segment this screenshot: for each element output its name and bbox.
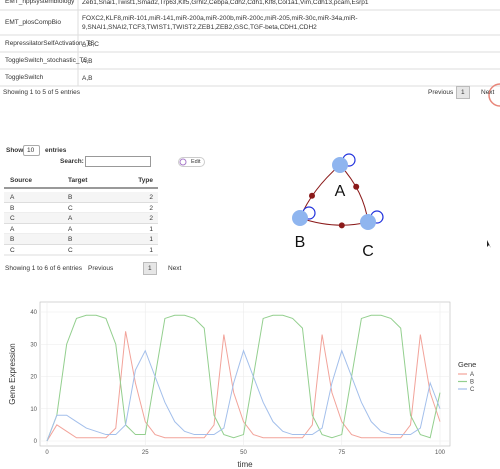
x-tick-label: 0 <box>45 450 49 456</box>
pager-next[interactable]: Next <box>168 265 182 272</box>
node-label: B <box>295 234 306 251</box>
table-cell: EMT_plosCompBio <box>5 18 61 26</box>
cursor-highlight <box>488 83 500 107</box>
legend-label: A <box>470 372 474 378</box>
node-label: A <box>335 183 346 200</box>
row-stripe <box>4 192 158 203</box>
pager-prev[interactable]: Previous <box>88 265 114 272</box>
pager-next[interactable]: Next <box>481 89 495 96</box>
network-node <box>360 214 376 230</box>
network-node <box>332 157 348 173</box>
y-tick-label: 10 <box>30 407 37 413</box>
table-cell: A,B,C <box>82 40 99 48</box>
edit-button[interactable]: Edit <box>178 157 206 167</box>
table-cell: C <box>68 204 73 212</box>
legend-label: B <box>470 380 474 386</box>
table-cell: 1 <box>149 246 153 254</box>
y-tick-label: 30 <box>30 342 37 348</box>
table-cell: A <box>68 225 73 233</box>
network-node <box>292 210 308 226</box>
table-cell: 2 <box>149 204 153 212</box>
table-cell: B <box>68 236 73 243</box>
column-header[interactable]: Source <box>10 177 33 184</box>
y-tick-label: 20 <box>30 375 37 381</box>
table-cell: RepressilatorSelfActivation_TS <box>5 39 95 47</box>
table-cell: EMT_hppsystembiology <box>5 0 75 5</box>
table-cell: A <box>68 215 73 222</box>
search-input[interactable] <box>85 156 151 167</box>
legend-title: Gene <box>458 360 476 369</box>
column-header[interactable]: Type <box>138 177 153 184</box>
x-tick-label: 75 <box>338 450 345 456</box>
edge-head <box>338 222 345 229</box>
table-cell: A,B <box>82 57 93 65</box>
series-line <box>46 314 441 442</box>
table-cell: 2 <box>149 194 153 201</box>
mouse-cursor <box>487 240 491 248</box>
table-cell: ToggleSwitch <box>5 73 44 81</box>
table-cell: C <box>10 246 15 254</box>
row-stripe <box>4 213 158 224</box>
table-cell: B <box>10 236 15 243</box>
y-tick-label: 0 <box>34 439 38 445</box>
row-stripe <box>4 234 158 245</box>
table-cell: FOXC2,KLF8,miR-101,miR-141,miR-200a,miR-… <box>82 15 358 31</box>
column-header[interactable]: Target <box>68 177 88 184</box>
table-cell: B <box>68 194 73 201</box>
x-tick-label: 25 <box>142 450 149 456</box>
table-cell: 1 <box>149 225 153 233</box>
entries-label: entries <box>45 147 67 154</box>
edge-head <box>309 192 315 199</box>
edge-head <box>353 183 360 190</box>
table-cell: C <box>68 246 73 254</box>
pager-prev[interactable]: Previous <box>428 89 454 96</box>
table-cell: A,B <box>82 74 93 82</box>
search-label: Search: <box>60 158 84 165</box>
table-cell: Zeb1,Snai1,Twist1,Smad2,Trp63,Klf5,Grhl2… <box>82 0 369 6</box>
table-cell: 2 <box>149 215 153 222</box>
info: Showing 1 to 6 of 6 entries <box>5 265 82 272</box>
pager-page[interactable]: 1 <box>456 86 470 99</box>
x-axis-label: time <box>237 460 253 469</box>
y-tick-label: 40 <box>30 310 37 316</box>
pager-page[interactable]: 1 <box>143 262 157 275</box>
top-table-bg <box>0 0 500 86</box>
legend-label: C <box>470 387 475 393</box>
y-axis-label: Gene Expression <box>8 343 17 404</box>
x-tick-label: 100 <box>435 450 446 456</box>
table-cell: C <box>10 215 15 222</box>
series-line <box>46 331 441 442</box>
length-select[interactable]: 10 <box>23 145 41 156</box>
node-label: C <box>362 243 374 260</box>
table-cell: 1 <box>149 236 153 243</box>
table-cell: B <box>10 204 15 212</box>
x-tick-label: 50 <box>240 450 247 456</box>
series-line <box>46 349 441 442</box>
table-cell: A <box>10 225 15 233</box>
show-label: Show <box>6 147 24 154</box>
table-cell: ToggleSwitch_stochastic_TS <box>5 56 88 64</box>
table-cell: A <box>10 194 15 201</box>
info: Showing 1 to 5 of 5 entries <box>3 89 80 96</box>
